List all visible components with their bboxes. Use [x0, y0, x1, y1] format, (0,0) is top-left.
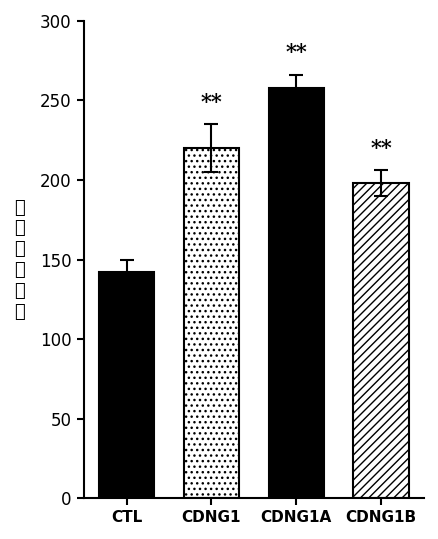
Bar: [99, 272, 154, 499]
Text: **: **: [201, 92, 222, 112]
Bar: [268, 88, 324, 499]
Text: **: **: [370, 138, 392, 158]
Bar: [353, 183, 409, 499]
Bar: [184, 148, 239, 499]
Y-axis label: 心
肌
细
胞
计
数: 心 肌 细 胞 计 数: [14, 198, 25, 321]
Text: **: **: [286, 42, 307, 63]
